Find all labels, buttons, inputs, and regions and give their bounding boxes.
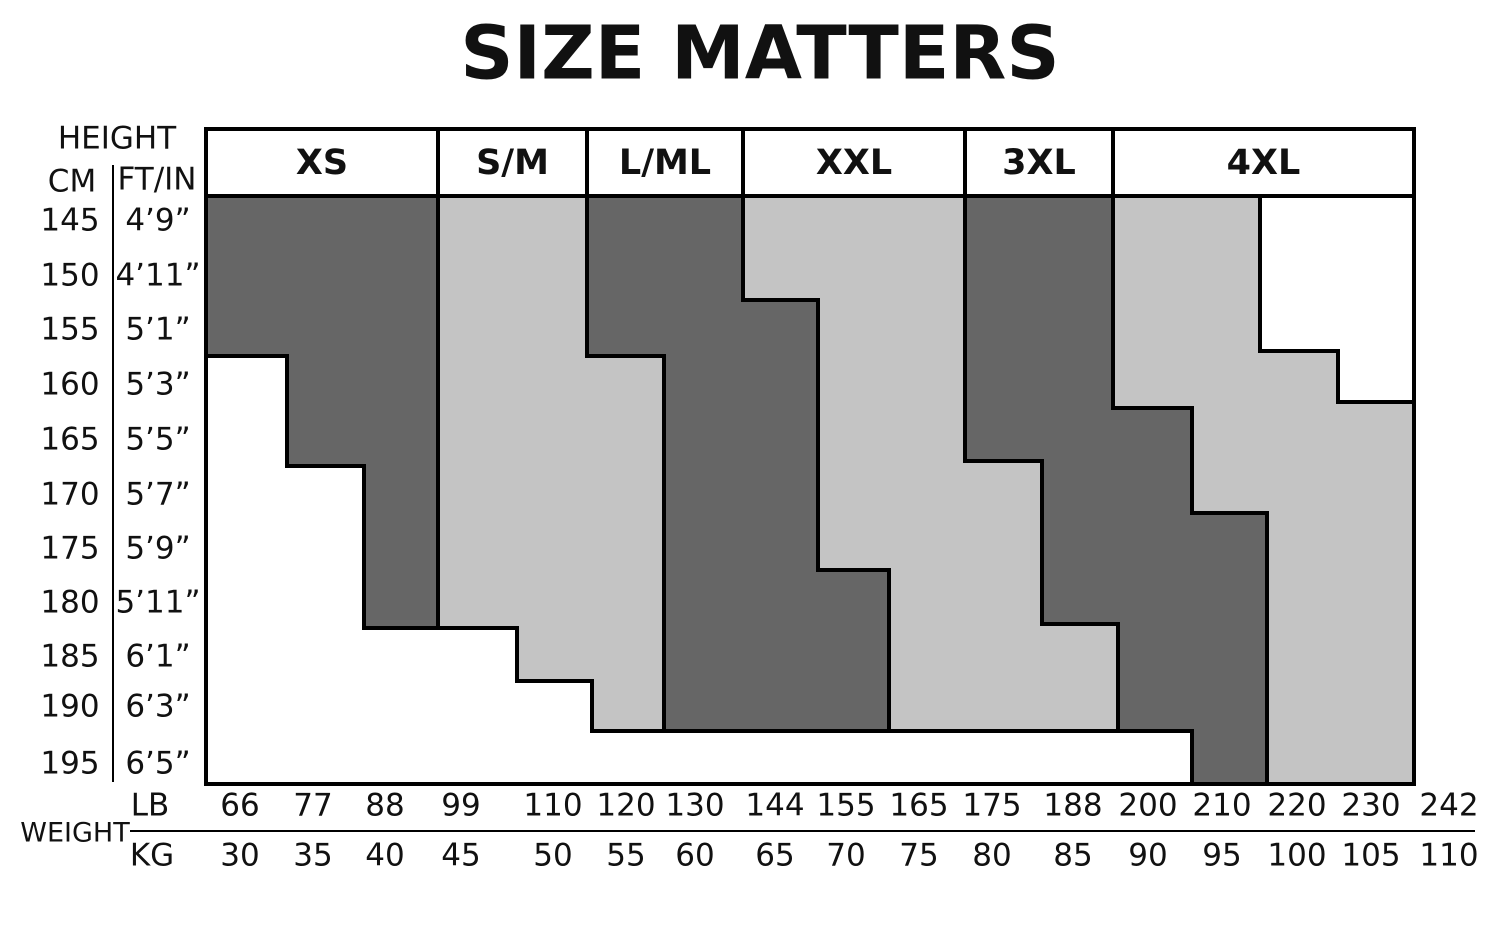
size-header: XXL	[816, 143, 892, 183]
kg-value: 105	[1341, 838, 1400, 874]
ftin-value: 6’3”	[125, 689, 190, 725]
lb-value: 155	[816, 788, 875, 824]
chart-frame	[204, 127, 1416, 786]
size-header: S/M	[476, 143, 549, 183]
lb-value: 110	[523, 788, 582, 824]
lb-value: 230	[1341, 788, 1400, 824]
cm-value: 185	[40, 639, 99, 675]
kg-value: 70	[826, 838, 865, 874]
lb-value: 77	[293, 788, 332, 824]
kg-value: 50	[533, 838, 572, 874]
ftin-value: 5’11”	[115, 585, 200, 621]
ftin-value: 5’5”	[125, 422, 190, 458]
cm-label: CM	[48, 164, 96, 200]
lb-value: 210	[1192, 788, 1251, 824]
ftin-label: FT/IN	[118, 162, 197, 198]
kg-value: 35	[293, 838, 332, 874]
cm-value: 170	[40, 477, 99, 513]
kg-value: 90	[1128, 838, 1167, 874]
kg-value: 55	[606, 838, 645, 874]
lb-value: 242	[1419, 788, 1478, 824]
title: SIZE MATTERS	[460, 11, 1059, 97]
cm-value: 175	[40, 531, 99, 567]
kg-value: 100	[1267, 838, 1326, 874]
ftin-value: 4’9”	[125, 203, 190, 239]
kg-value: 85	[1053, 838, 1092, 874]
cm-value: 145	[40, 203, 99, 239]
size-header: XS	[296, 143, 348, 183]
lb-value: 144	[745, 788, 804, 824]
lb-value: 88	[365, 788, 404, 824]
kg-value: 40	[365, 838, 404, 874]
lb-value: 200	[1118, 788, 1177, 824]
kg-value: 110	[1419, 838, 1478, 874]
lb-value: 130	[665, 788, 724, 824]
size-header: 4XL	[1227, 143, 1301, 183]
size-header: L/ML	[619, 143, 711, 183]
ftin-value: 5’7”	[125, 477, 190, 513]
lb-value: 66	[220, 788, 259, 824]
xs-region	[204, 194, 440, 630]
lb-label: LB	[131, 788, 170, 824]
ftin-value: 6’5”	[125, 746, 190, 782]
cm-value: 180	[40, 585, 99, 621]
kg-value: 60	[675, 838, 714, 874]
cm-value: 195	[40, 746, 99, 782]
ftin-value: 4’11”	[115, 258, 200, 294]
cm-value: 155	[40, 312, 99, 348]
lb-value: 175	[962, 788, 1021, 824]
cm-value: 150	[40, 258, 99, 294]
cm-value: 190	[40, 689, 99, 725]
size-header: 3XL	[1002, 143, 1076, 183]
lb-value: 165	[889, 788, 948, 824]
kg-value: 80	[972, 838, 1011, 874]
lb-value: 188	[1043, 788, 1102, 824]
cm-value: 165	[40, 422, 99, 458]
weight-label: WEIGHT	[20, 818, 130, 849]
lb-value: 99	[441, 788, 480, 824]
lb-value: 120	[596, 788, 655, 824]
ftin-value: 5’1”	[125, 312, 190, 348]
kg-value: 45	[441, 838, 480, 874]
kg-label: KG	[130, 838, 174, 874]
kg-value: 75	[899, 838, 938, 874]
ftin-value: 5’9”	[125, 531, 190, 567]
ftin-value: 5’3”	[125, 367, 190, 403]
height-label: HEIGHT	[58, 121, 177, 157]
header-columns	[436, 129, 1115, 196]
lb-value: 220	[1267, 788, 1326, 824]
kg-value: 65	[755, 838, 794, 874]
kg-value: 30	[220, 838, 259, 874]
ftin-value: 6’1”	[125, 639, 190, 675]
cm-value: 160	[40, 367, 99, 403]
kg-value: 95	[1202, 838, 1241, 874]
